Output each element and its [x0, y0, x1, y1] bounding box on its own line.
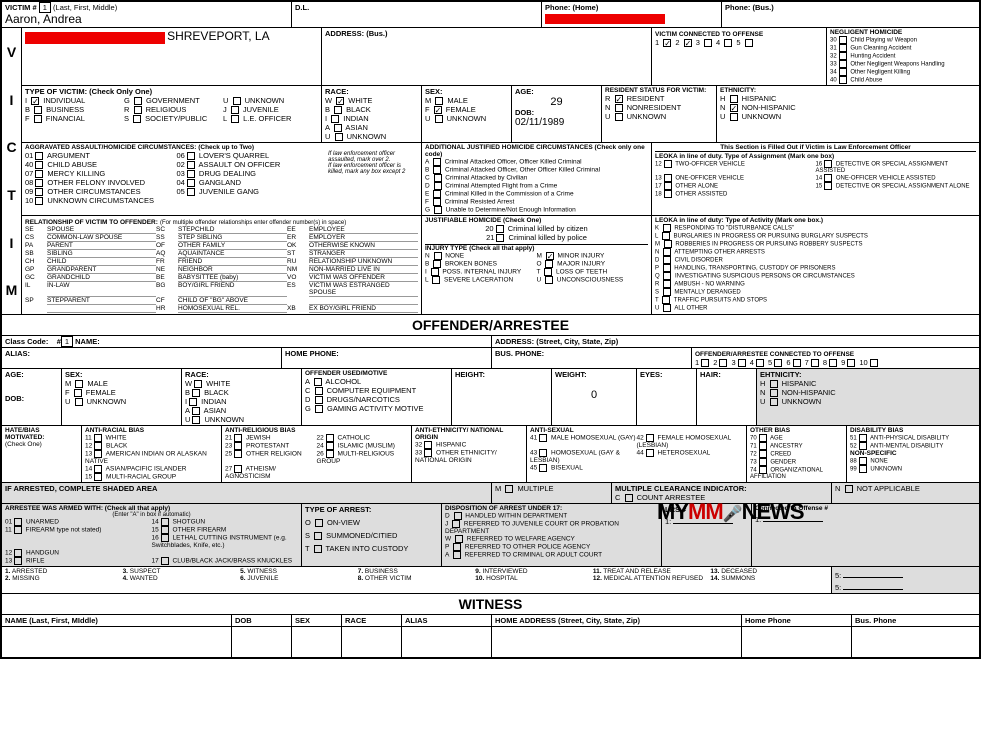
disposition: DISPOSITION OF ARREST UNDER 17:D HANDLED…: [442, 504, 662, 566]
age-cell: AGE: 29 DOB: 02/11/1989: [512, 86, 602, 142]
victim-sidebar: VICTIM: [2, 28, 22, 314]
off-eyes: EYES:: [637, 369, 697, 425]
leoka-activity: LEOKA in line of duty: Type of Activity …: [652, 216, 979, 314]
phone-bus-cell: Phone: (Bus.): [722, 2, 979, 27]
off-height: HEIGHT:: [452, 369, 552, 425]
offender-header: OFFENDER/ARRESTEE: [2, 315, 979, 336]
address-bus: ADDRESS: (Bus.): [322, 28, 652, 85]
status-lines: 5: 5:: [832, 567, 979, 593]
police-report-form: VICTIM # 1 (Last, First, Middle) Aaron, …: [0, 0, 981, 659]
resident-cell: RESIDENT STATUS FOR VICTIM: R RESIDENTN …: [602, 86, 717, 142]
witness-data-row: [2, 627, 979, 657]
negligent-homicide: NEGLIGENT HOMICIDE 30 Child Playing w/ W…: [827, 28, 979, 85]
hate-label: HATE/BIAS MOTIVATED: (Check One): [2, 426, 82, 482]
witness-header: WITNESS: [2, 594, 979, 615]
sex-cell: SEX: M MALEF FEMALEU UNKNOWN: [422, 86, 512, 142]
leoka-assignment: This Section is Filled Out if Victim is …: [652, 143, 979, 215]
status-codes: 1. ARRESTED3. SUSPECT5. WITNESS7. BUSINE…: [2, 567, 832, 593]
off-race: RACE: W WHITEB BLACKI INDIANA ASIANU UNK…: [182, 369, 302, 425]
armed-with: ARRESTEE WAS ARMED WITH: (Check all that…: [2, 504, 302, 566]
other-bias: OTHER BIAS70 AGE71 ANCESTRY72 CREED73 GE…: [747, 426, 847, 482]
shaded-header: IF ARRESTED, COMPLETE SHADED AREA: [2, 483, 492, 503]
justifiable-injury: JUSTIFIABLE HOMICIDE (Check One) 20 Crim…: [422, 216, 652, 314]
off-hair: HAIR:: [697, 369, 757, 425]
victim-city: SHREVEPORT, LA: [167, 29, 269, 43]
anti-racial: ANTI-RACIAL BIAS11 WHITE12 BLACK13 AMERI…: [82, 426, 222, 482]
anti-sexual: ANTI-SEXUAL41 MALE HOMOSEXUAL (GAY)42 FE…: [527, 426, 747, 482]
witness-columns: NAME (Last, First, MIddle)DOBSEXRACEALIA…: [2, 615, 979, 627]
phone-home-cell: Phone: (Home): [542, 2, 722, 27]
anti-ethnicity: ANTI-ETHNICITY/ NATIONAL ORIGIN32 HISPAN…: [412, 426, 527, 482]
redaction-bar-2: [25, 32, 165, 44]
connected-offense: VICTIM CONNECTED TO OFFENSE 1 2 3 4 5: [652, 28, 827, 85]
victim-type: TYPE OF VICTIM: (Check Only One) I INDIV…: [22, 86, 322, 142]
off-age: AGE: DOB:: [2, 369, 62, 425]
disability-bias: DISABILITY BIAS51 ANTI-PHYSICAL DISABILI…: [847, 426, 979, 482]
victim-num-label: VICTIM #: [5, 3, 37, 12]
offender-connected: OFFENDER/ARRESTEE CONNECTED TO OFFENSE 1…: [692, 348, 979, 368]
class-code: Class Code: #1 NAME:: [2, 336, 492, 347]
redaction-bar: [545, 14, 665, 24]
multiple-cell: M MULTIPLE: [492, 483, 612, 503]
mymmanews-logo: MYMM🎤NEWS: [657, 499, 804, 525]
dl-cell: D.L.: [292, 2, 542, 27]
additional-justified: ADDITIONAL JUSTIFIED HOMICIDE CIRCUMSTAN…: [422, 143, 652, 215]
connected-offense-cell: Connected to Offense # 1: MYMM🎤NEWS: [752, 504, 979, 566]
type-arrest: TYPE OF ARREST:O ON-VIEWS SUMMONED/CITIE…: [302, 504, 442, 566]
race-cell: RACE: W WHITEB BLACKI INDIANA ASIANU UNK…: [322, 86, 422, 142]
off-motive: OFFENDER USED/MOTIVE A ALCOHOLC COMPUTER…: [302, 369, 452, 425]
victim-name-sublabel: (Last, First, Middle): [53, 3, 117, 12]
off-sex: SEX: M MALEF FEMALEU UNKNOWN: [62, 369, 182, 425]
bus-phone: BUS. PHONE:: [492, 348, 692, 368]
ethnicity-cell: ETHNICITY: H HISPANICN NON-HISPANICU UNK…: [717, 86, 979, 142]
aggravated-cell: AGGRAVATED ASSAULT/HOMICIDE CIRCUMSTANCE…: [22, 143, 422, 215]
alias: ALIAS:: [2, 348, 282, 368]
off-ethnicity: EHTNICITY: H HISPANICN NON-HISPANICU UNK…: [757, 369, 979, 425]
offender-address: ADDRESS: (Street, City, State, Zip): [492, 336, 979, 347]
home-phone: HOME PHONE:: [282, 348, 492, 368]
na-cell: N NOT APPLICABLE: [832, 483, 979, 503]
anti-religious: ANTI-RELIGIOUS BIAS21 JEWISH22 CATHOLIC2…: [222, 426, 412, 482]
victim-name: Aaron, Andrea: [5, 12, 288, 26]
relationship-cell: RELATIONSHIP OF VICTIM TO OFFENDER: (For…: [22, 216, 422, 314]
off-weight: WEIGHT: 0: [552, 369, 637, 425]
